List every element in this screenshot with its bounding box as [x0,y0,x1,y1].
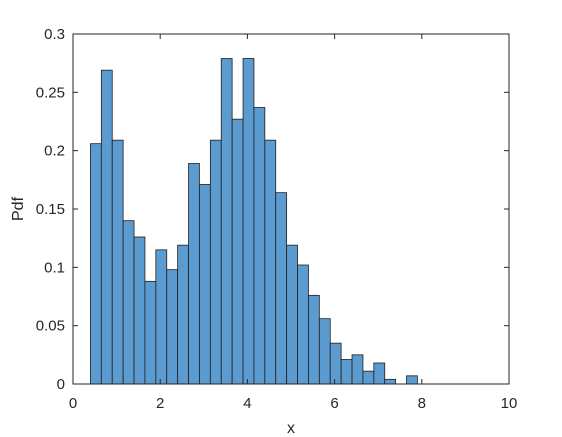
histogram-bar [373,362,386,385]
histogram-bar [329,342,342,385]
histogram-bar [340,359,353,385]
x-tick-label: 10 [501,395,518,412]
histogram-bar [308,294,320,385]
histogram-bar [362,370,375,385]
histogram-bar [264,139,277,385]
x-tick-label: 0 [69,395,77,412]
histogram-bar [275,192,288,385]
x-axis-ticks: 0 2 4 6 8 10 [69,34,518,412]
histogram-bar [177,244,189,385]
histogram-bar [297,264,309,385]
histogram-bar [351,354,364,385]
histogram-bar [242,58,255,385]
histogram-bar [166,269,179,385]
y-axis-label: Pdf [10,196,27,221]
x-tick-label: 4 [243,395,251,412]
histogram-bar [155,249,168,385]
y-tick-label: 0.2 [44,143,65,160]
histogram-bar [122,220,135,385]
x-tick-label: 8 [418,395,426,412]
histogram-bar [406,375,418,385]
x-tick-label: 6 [330,395,338,412]
y-tick-label: 0 [57,376,65,393]
histogram-bar [209,139,222,385]
y-tick-label: 0.05 [36,318,65,335]
histogram-bar [220,58,233,385]
histogram-bar [231,118,244,385]
histogram-bar [384,378,397,385]
bars-group [90,58,418,385]
histogram-bar [133,236,146,385]
y-tick-label: 0.3 [44,26,65,43]
histogram-bar [144,280,157,385]
y-axis-ticks: 0 0.05 0.1 0.15 0.2 0.25 0.3 [36,26,509,393]
y-tick-label: 0.25 [36,84,65,101]
y-tick-label: 0.15 [36,201,65,218]
histogram-bar [188,163,200,385]
histogram-bar [100,69,113,385]
histogram-bar [111,139,124,385]
x-axis-label: x [287,420,295,437]
y-tick-label: 0.1 [44,259,65,276]
x-tick-label: 2 [156,395,164,412]
histogram-bar [199,184,211,385]
histogram-bar [253,107,266,385]
histogram-bar [286,244,298,385]
histogram-bar [318,318,331,385]
histogram-bar [90,143,102,385]
